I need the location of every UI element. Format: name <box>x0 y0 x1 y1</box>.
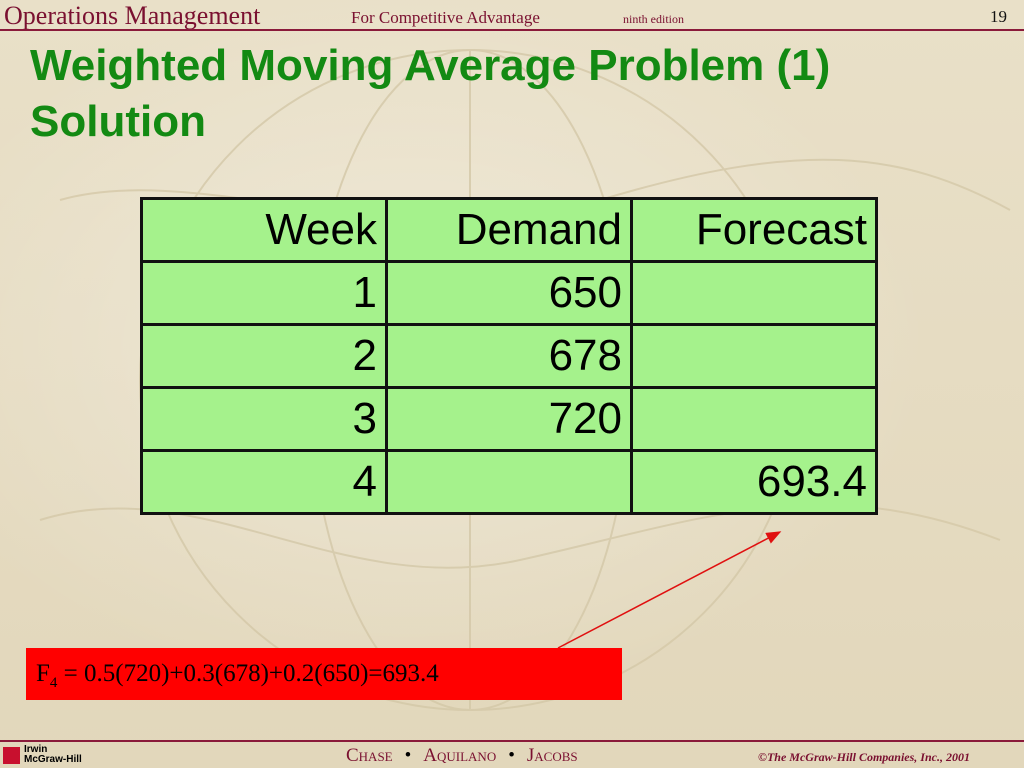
column-header-week: Week <box>140 197 388 263</box>
demand-cell <box>385 449 633 515</box>
copyright-notice: ©The McGraw-Hill Companies, Inc., 2001 <box>758 750 970 764</box>
book-subtitle: For Competitive Advantage <box>351 8 540 27</box>
author-separator: • <box>404 745 412 766</box>
demand-cell: 720 <box>385 386 633 452</box>
author-names: Chase • Aquilano • Jacobs <box>346 745 578 767</box>
forecast-cell <box>630 260 878 326</box>
formula-rhs: = 0.5(720)+0.3(678)+0.2(650)=693.4 <box>57 660 439 687</box>
formula-lhs: F <box>36 660 50 687</box>
formula-box: F4 = 0.5(720)+0.3(678)+0.2(650)=693.4 <box>26 648 622 700</box>
week-cell: 2 <box>140 323 388 389</box>
slide-title: Weighted Moving Average Problem (1) Solu… <box>30 38 990 150</box>
publisher-logo-text: Irwin McGraw-Hill <box>24 745 82 765</box>
table-row: 2 678 <box>140 323 878 389</box>
publisher-logo: Irwin McGraw-Hill <box>3 745 93 767</box>
logo-line-2: McGraw-Hill <box>24 754 82 765</box>
column-header-forecast: Forecast <box>630 197 878 263</box>
header-divider <box>0 29 1024 31</box>
slide-header: Operations Management For Competitive Ad… <box>0 0 1024 30</box>
week-cell: 4 <box>140 449 388 515</box>
table-row: 3 720 <box>140 386 878 452</box>
table-row: 1 650 <box>140 260 878 326</box>
formula-subscript: 4 <box>49 675 58 691</box>
page-number: 19 <box>990 7 1007 26</box>
demand-cell: 678 <box>385 323 633 389</box>
publisher-logo-mark <box>3 747 20 764</box>
column-header-demand: Demand <box>385 197 633 263</box>
week-cell: 1 <box>140 260 388 326</box>
forecast-table: Week Demand Forecast 1 650 2 678 3 720 4… <box>140 197 878 515</box>
edition-label: ninth edition <box>623 12 684 26</box>
slide-title-line-1: Weighted Moving Average Problem (1) <box>30 41 831 90</box>
logo-line-1: Irwin <box>24 744 48 755</box>
slide-title-line-2: Solution <box>30 97 206 146</box>
author-aquilano: Aquilano <box>423 745 497 766</box>
book-title: Operations Management <box>4 1 261 30</box>
author-chase: Chase <box>346 745 393 766</box>
table-header-row: Week Demand Forecast <box>140 197 878 263</box>
demand-cell: 650 <box>385 260 633 326</box>
table-row: 4 693.4 <box>140 449 878 515</box>
author-separator: • <box>508 745 515 766</box>
forecast-cell: 693.4 <box>630 449 878 515</box>
week-cell: 3 <box>140 386 388 452</box>
footer-divider <box>0 740 1024 742</box>
forecast-cell <box>630 323 878 389</box>
forecast-cell <box>630 386 878 452</box>
author-jacobs: Jacobs <box>526 745 578 766</box>
